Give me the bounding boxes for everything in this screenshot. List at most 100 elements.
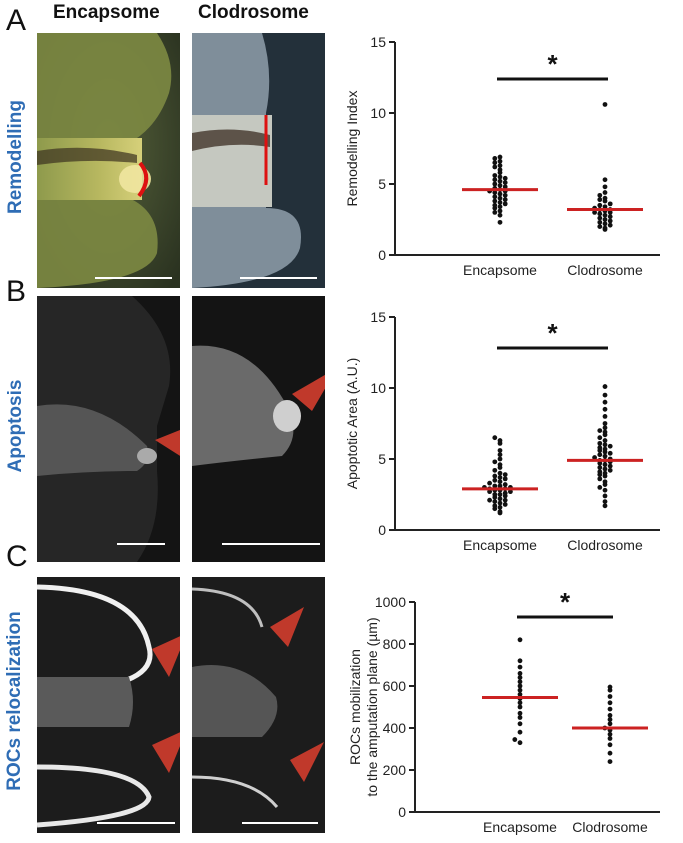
data-point <box>597 211 603 217</box>
data-point <box>497 178 503 184</box>
data-point <box>497 448 503 453</box>
data-point <box>602 425 608 431</box>
data-point <box>497 509 503 514</box>
data-point <box>517 637 523 643</box>
data-point <box>497 219 503 225</box>
chart-remodelling-index: 0 5 10 15 Remodelling Index Encapsome Clodroso… <box>340 25 683 290</box>
y-tick-label: 800 <box>383 636 407 652</box>
data-point <box>517 664 523 670</box>
data-point <box>602 204 608 210</box>
x-category-label: Clodrosome <box>567 262 643 278</box>
data-point <box>508 489 513 495</box>
data-point <box>602 102 608 107</box>
x-category-label: Encapsome <box>463 537 537 553</box>
data-point <box>602 221 608 227</box>
data-point <box>597 435 603 441</box>
y-axis-title: to the amputation plane (µm) <box>364 617 380 796</box>
y-axis-title: ROCs mobilization <box>347 649 363 765</box>
data-point <box>607 694 613 699</box>
column-heading-clodrosome: Clodrosome <box>198 2 309 23</box>
data-point <box>487 480 492 486</box>
micrograph-c-clodrosome <box>192 577 325 833</box>
data-point <box>607 463 613 469</box>
data-point <box>497 212 503 218</box>
data-point <box>497 452 503 458</box>
micrograph-c-encapsome <box>37 577 180 833</box>
data-point <box>492 198 498 204</box>
y-tick-label: 400 <box>383 720 407 736</box>
data-point <box>597 445 603 451</box>
data-point <box>497 475 503 480</box>
data-point <box>517 740 523 746</box>
data-point <box>602 487 608 493</box>
data-point <box>597 469 603 475</box>
data-point <box>602 406 608 412</box>
y-tick-label: 15 <box>370 309 386 325</box>
data-point <box>597 428 603 433</box>
data-point <box>497 183 503 188</box>
data-point <box>502 201 508 207</box>
x-category-label: Clodrosome <box>572 819 648 835</box>
data-point <box>602 190 608 195</box>
data-point <box>607 443 613 449</box>
data-point <box>607 706 613 712</box>
data-point <box>517 683 523 689</box>
data-point <box>497 208 503 214</box>
data-point <box>597 219 603 225</box>
data-point <box>607 759 613 764</box>
chart-rocs-mobilization: 0 200 400 600 800 1000 ROCs mobilization to the… <box>340 582 683 837</box>
significance-star: * <box>547 49 558 79</box>
data-point <box>502 497 508 503</box>
y-tick-label: 0 <box>398 804 406 820</box>
y-axis-title: Apoptotic Area (A.U.) <box>344 358 360 490</box>
significance-star: * <box>560 587 571 617</box>
data-point <box>602 438 608 443</box>
x-category-label: Encapsome <box>463 262 537 278</box>
data-point <box>497 504 503 510</box>
data-point <box>497 483 503 489</box>
data-point <box>492 181 498 187</box>
data-point <box>602 392 608 398</box>
data-point <box>602 499 608 504</box>
data-point <box>492 164 498 170</box>
data-point <box>497 462 503 468</box>
data-point <box>497 479 503 485</box>
row-label-remodelling: Remodelling <box>5 99 26 214</box>
data-point <box>492 503 498 509</box>
data-point <box>497 191 503 197</box>
data-point <box>502 482 508 487</box>
data-point <box>597 476 603 482</box>
data-point <box>502 175 508 181</box>
data-point <box>502 490 508 496</box>
data-point <box>607 214 613 220</box>
data-point <box>502 192 508 198</box>
data-point <box>517 715 523 720</box>
column-heading-encapsome: Encapsome <box>53 2 160 23</box>
chart-apoptotic-area: 0 5 10 15 Apoptotic Area (A.U.) Encapsome Clod… <box>340 300 683 562</box>
data-point <box>607 700 613 706</box>
data-point <box>602 195 608 201</box>
data-point <box>497 158 503 164</box>
data-point <box>602 479 608 485</box>
data-point <box>607 201 613 207</box>
data-point <box>602 225 608 231</box>
data-point <box>517 704 523 710</box>
data-point <box>497 154 503 160</box>
data-point <box>602 177 608 183</box>
x-category-label: Encapsome <box>483 819 557 835</box>
data-point <box>607 742 613 748</box>
data-point <box>602 470 608 476</box>
data-point <box>497 456 503 462</box>
data-point <box>497 163 503 168</box>
data-point <box>602 384 608 389</box>
data-point <box>492 467 498 473</box>
data-point <box>492 477 498 483</box>
data-point <box>502 502 508 507</box>
data-point <box>602 421 608 426</box>
y-tick-label: 1000 <box>375 594 406 610</box>
data-point <box>602 446 608 452</box>
data-point <box>602 217 608 222</box>
data-point <box>502 476 508 482</box>
y-tick-label: 5 <box>378 176 386 192</box>
y-axis-title: Remodelling Index <box>344 91 360 207</box>
